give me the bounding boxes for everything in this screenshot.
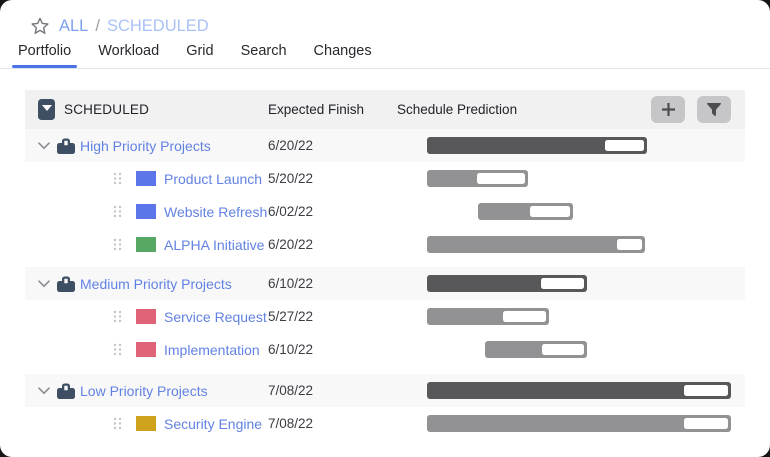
schedule-prediction-bar[interactable] xyxy=(427,170,528,187)
folder-icon xyxy=(136,342,156,357)
expected-finish-date: 6/02/22 xyxy=(268,204,314,219)
project-link[interactable]: Low Priority Projects xyxy=(80,382,208,399)
breadcrumb: ALL / SCHEDULED xyxy=(0,0,770,39)
drag-handle-icon[interactable] xyxy=(113,205,122,218)
table-row: Implementation 6/10/22 xyxy=(25,333,745,366)
folder-icon xyxy=(136,416,156,431)
expected-finish-date: 5/20/22 xyxy=(268,171,314,186)
briefcase-icon xyxy=(57,276,75,292)
tab-portfolio[interactable]: Portfolio xyxy=(11,43,78,68)
project-link[interactable]: Product Launch xyxy=(164,170,263,187)
chevron-down-icon[interactable] xyxy=(38,141,50,150)
table-row: ALPHA Initiative 6/20/22 xyxy=(25,228,745,261)
schedule-prediction-bar[interactable] xyxy=(478,203,573,220)
table-row: Security Engine 7/08/22 xyxy=(25,407,745,440)
column-header-schedule-prediction: Schedule Prediction xyxy=(397,102,518,117)
expected-finish-date: 6/10/22 xyxy=(268,342,314,357)
schedule-prediction-bar[interactable] xyxy=(427,308,549,325)
table-header: SCHEDULED Expected Finish Schedule Predi… xyxy=(25,90,745,129)
prediction-range-box xyxy=(503,311,546,322)
prediction-range-box xyxy=(542,344,584,355)
drag-handle-icon[interactable] xyxy=(113,343,122,356)
project-link[interactable]: Website Refresh xyxy=(164,203,268,220)
group-spacer xyxy=(25,366,745,374)
folder-icon xyxy=(136,237,156,252)
filter-button[interactable] xyxy=(697,96,731,123)
table-row: Product Launch 5/20/22 xyxy=(25,162,745,195)
portfolio-table: SCHEDULED Expected Finish Schedule Predi… xyxy=(25,90,745,440)
prediction-range-box xyxy=(684,418,728,429)
briefcase-icon xyxy=(57,138,75,154)
table-row: High Priority Projects 6/20/22 xyxy=(25,129,745,162)
table-row: Website Refresh 6/02/22 xyxy=(25,195,745,228)
folder-icon xyxy=(136,171,156,186)
schedule-prediction-bar[interactable] xyxy=(427,137,647,154)
expected-finish-date: 6/10/22 xyxy=(268,276,314,291)
prediction-range-box xyxy=(605,140,644,151)
expected-finish-date: 6/20/22 xyxy=(268,138,314,153)
project-link[interactable]: Service Request xyxy=(164,308,267,325)
tab-search[interactable]: Search xyxy=(240,43,287,59)
project-link[interactable]: ALPHA Initiative xyxy=(164,236,265,253)
drag-handle-icon[interactable] xyxy=(113,238,122,251)
add-button[interactable] xyxy=(651,96,685,123)
schedule-prediction-bar[interactable] xyxy=(427,236,645,253)
folder-icon xyxy=(136,309,156,324)
table-row: Service Request 5/27/22 xyxy=(25,300,745,333)
folder-icon xyxy=(136,204,156,219)
breadcrumb-separator: / xyxy=(95,16,100,35)
expected-finish-date: 7/08/22 xyxy=(268,416,314,431)
breadcrumb-current-link[interactable]: SCHEDULED xyxy=(106,16,209,35)
table-title: SCHEDULED xyxy=(64,102,150,117)
schedule-prediction-bar[interactable] xyxy=(427,275,587,292)
star-favorite-icon[interactable] xyxy=(30,16,50,36)
schedule-prediction-bar[interactable] xyxy=(427,382,731,399)
tab-bar: Portfolio Workload Grid Search Changes xyxy=(0,39,770,69)
briefcase-icon xyxy=(57,383,75,399)
expected-finish-date: 5/27/22 xyxy=(268,309,314,324)
prediction-range-box xyxy=(530,206,570,217)
prediction-range-box xyxy=(617,239,642,250)
schedule-prediction-bar[interactable] xyxy=(485,341,587,358)
schedule-prediction-bar[interactable] xyxy=(427,415,731,432)
table-row: Low Priority Projects 7/08/22 xyxy=(25,374,745,407)
collapse-all-dropdown-icon[interactable] xyxy=(38,99,55,120)
chevron-down-icon[interactable] xyxy=(38,279,50,288)
breadcrumb-root-link[interactable]: ALL xyxy=(59,16,89,35)
tab-workload[interactable]: Workload xyxy=(98,43,160,59)
expected-finish-date: 6/20/22 xyxy=(268,237,314,252)
project-link[interactable]: Security Engine xyxy=(164,415,263,432)
drag-handle-icon[interactable] xyxy=(113,172,122,185)
project-link[interactable]: High Priority Projects xyxy=(80,137,211,154)
tab-changes[interactable]: Changes xyxy=(313,43,372,59)
chevron-down-icon[interactable] xyxy=(38,386,50,395)
prediction-range-box xyxy=(541,278,584,289)
project-link[interactable]: Medium Priority Projects xyxy=(80,275,232,292)
expected-finish-date: 7/08/22 xyxy=(268,383,314,398)
drag-handle-icon[interactable] xyxy=(113,310,122,323)
project-link[interactable]: Implementation xyxy=(164,341,260,358)
prediction-range-box xyxy=(477,173,525,184)
table-row: Medium Priority Projects 6/10/22 xyxy=(25,267,745,300)
drag-handle-icon[interactable] xyxy=(113,417,122,430)
column-header-expected-finish: Expected Finish xyxy=(268,102,365,117)
tab-grid[interactable]: Grid xyxy=(186,43,214,59)
prediction-range-box xyxy=(684,385,728,396)
